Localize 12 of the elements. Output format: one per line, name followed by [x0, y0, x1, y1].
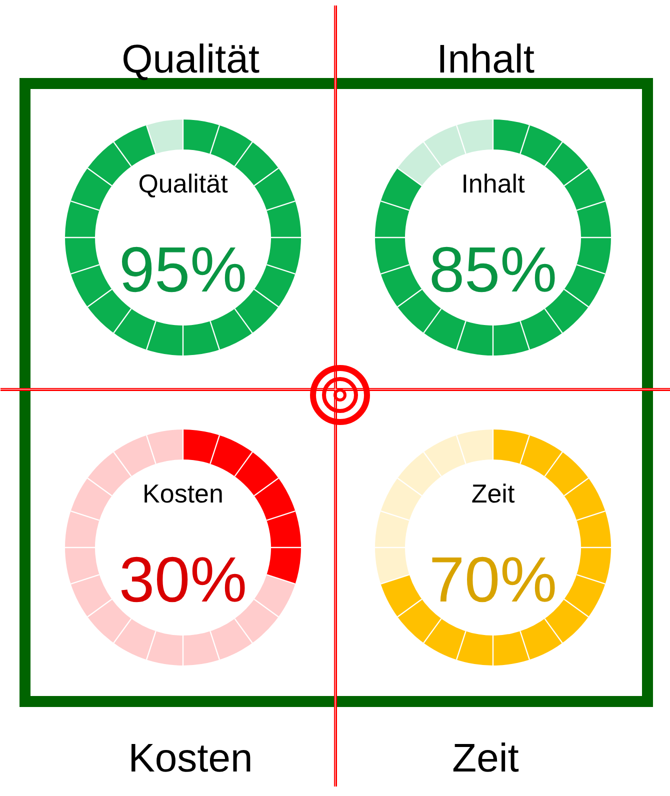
data-label: 30% [118, 544, 248, 616]
chart-title: Qualität [122, 38, 260, 82]
text: Zeit [452, 736, 519, 780]
text: Kosten [128, 736, 253, 780]
chart-title: Inhalt [436, 38, 534, 82]
data-label: 95% [118, 234, 248, 306]
data-label: 85% [428, 234, 558, 306]
slice-label: Qualität [138, 168, 229, 198]
slice-label: Kosten [142, 478, 224, 508]
slice-label: Zeit [471, 478, 516, 508]
slice-label: Inhalt [461, 168, 526, 198]
data-label: 70% [428, 544, 558, 616]
